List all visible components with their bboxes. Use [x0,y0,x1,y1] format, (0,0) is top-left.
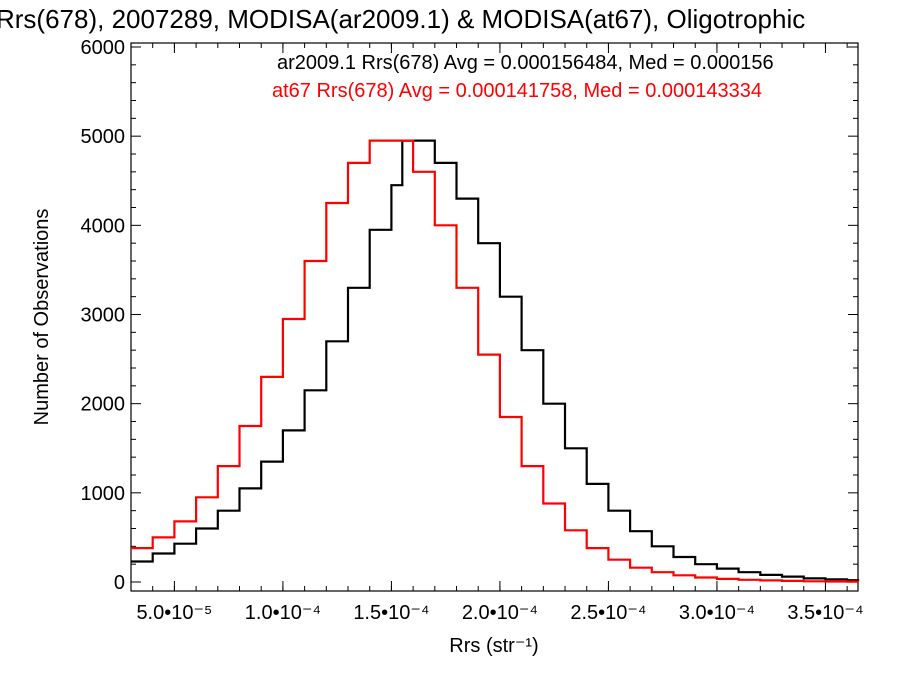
legend-entry-ar2009: ar2009.1 Rrs(678) Avg = 0.000156484, Med… [277,52,774,74]
y-tick-label: 3000 [81,305,126,327]
x-tick-label: 3.5•10⁻⁴ [787,602,863,624]
series-line-ar2009-1 [131,139,860,582]
plot-area-border [130,42,859,592]
x-tick-label: 1.0•10⁻⁴ [245,602,321,624]
y-tick-label: 0 [114,572,125,594]
y-tick-label: 6000 [81,37,126,59]
x-tick-label: 3.0•10⁻⁴ [679,602,755,624]
y-axis-label: Number of Observations [31,209,53,426]
x-tick-label: 2.0•10⁻⁴ [462,602,538,624]
y-tick-label: 1000 [81,483,126,505]
x-axis-label: Rrs (str⁻¹) [449,635,538,657]
y-tick-label: 4000 [81,215,126,237]
plot-frame [130,42,859,592]
x-tick-label: 2.5•10⁻⁴ [570,602,646,624]
legend: ar2009.1 Rrs(678) Avg = 0.000156484, Med… [272,52,774,102]
legend-entry-at67: at67 Rrs(678) Avg = 0.000141758, Med = 0… [272,80,762,102]
series-layer [131,139,860,583]
y-tick-label: 2000 [81,394,126,416]
chart-title: Rrs(678), 2007289, MODISA(ar2009.1) & MO… [0,4,805,34]
y-axis-ticks: 0 1000 2000 3000 4000 5000 6000 [81,37,858,594]
x-axis-ticks: 5.0•10⁻⁵ 1.0•10⁻⁴ 1.5•10⁻⁴ 2.0•10⁻⁴ 2.5•10⁻⁴… [130,43,864,624]
x-tick-label: 5.0•10⁻⁵ [136,602,212,624]
y-tick-label: 5000 [81,126,126,148]
x-tick-label: 1.5•10⁻⁴ [353,602,429,624]
series-line-at67 [131,139,860,583]
